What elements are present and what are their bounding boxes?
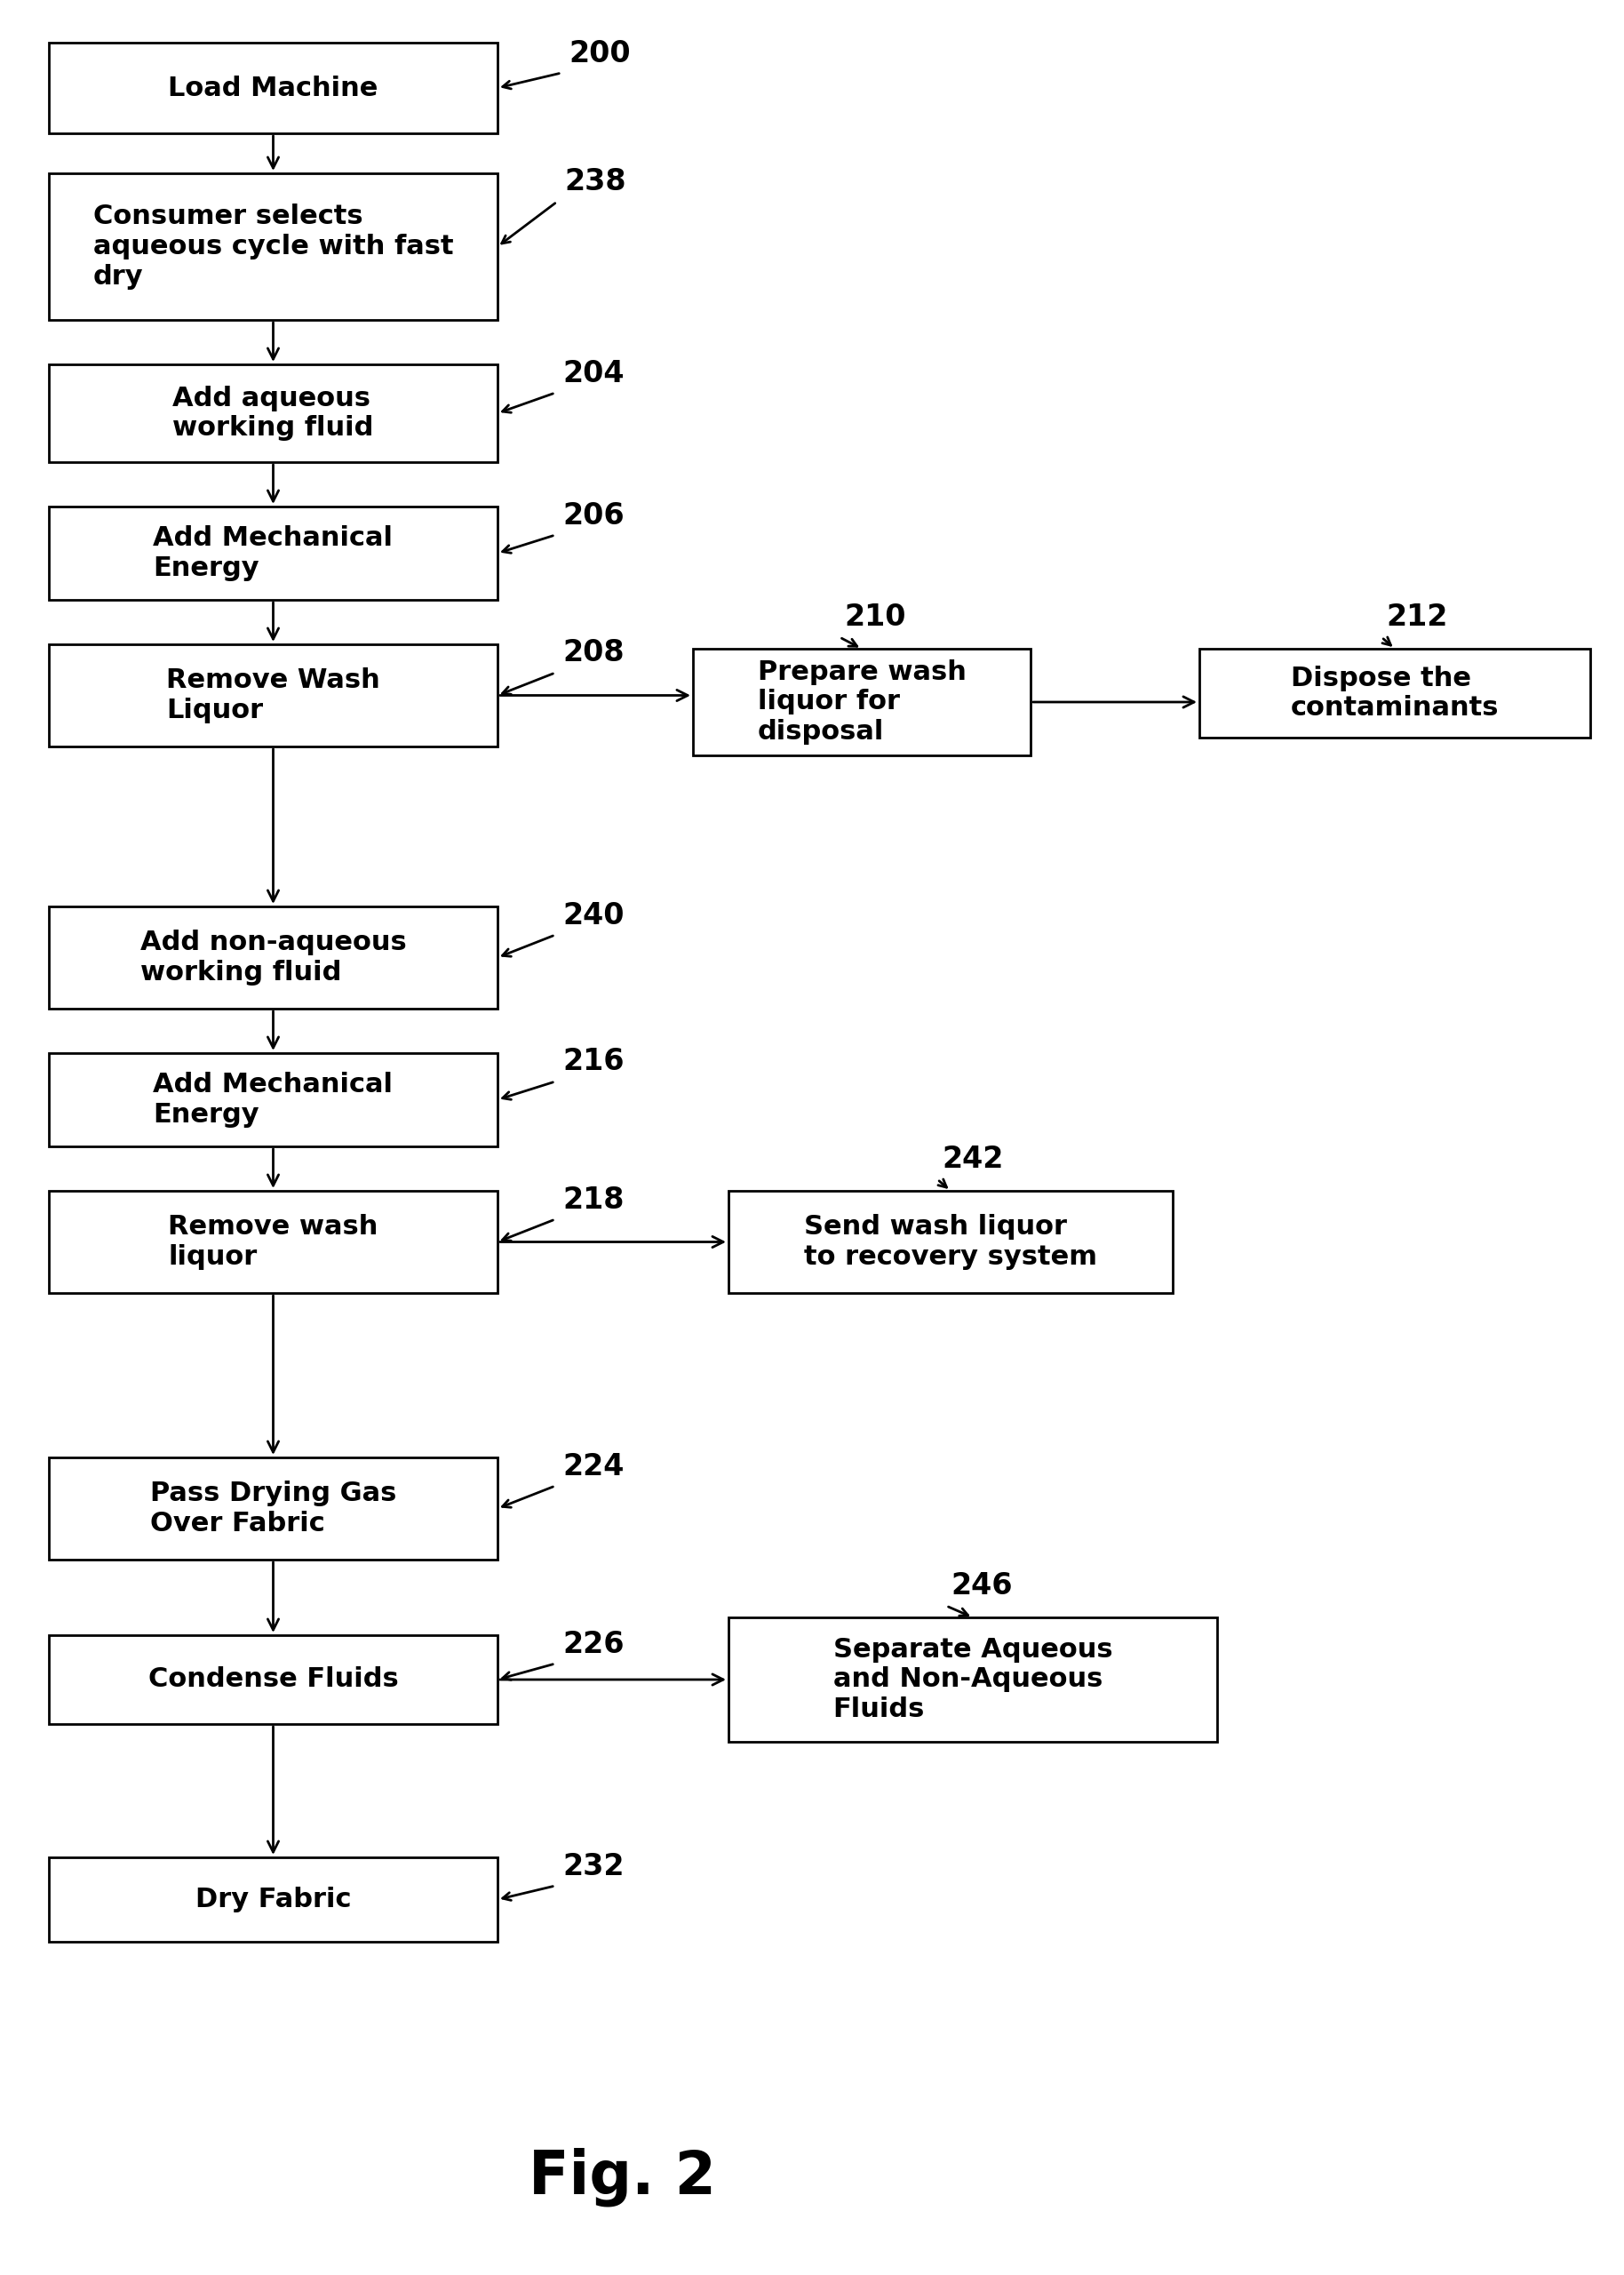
Bar <box>729 1190 1173 1292</box>
Text: 204: 204 <box>562 359 624 389</box>
Text: Pass Drying Gas
Over Fabric: Pass Drying Gas Over Fabric <box>149 1481 396 1536</box>
Text: Add aqueous
working fluid: Add aqueous working fluid <box>172 384 374 441</box>
Bar <box>49 1053 497 1147</box>
Text: 240: 240 <box>562 901 624 930</box>
Text: Add non-aqueous
working fluid: Add non-aqueous working fluid <box>140 930 406 985</box>
Bar <box>49 364 497 462</box>
Text: Separate Aqueous
and Non-Aqueous
Fluids: Separate Aqueous and Non-Aqueous Fluids <box>833 1636 1112 1722</box>
Bar <box>49 43 497 134</box>
Text: Prepare wash
liquor for
disposal: Prepare wash liquor for disposal <box>757 660 966 744</box>
Text: 246: 246 <box>950 1572 1012 1602</box>
Text: 210: 210 <box>844 603 906 632</box>
Text: Fig. 2: Fig. 2 <box>528 2148 716 2207</box>
Bar <box>729 1618 1216 1743</box>
Text: Dry Fabric: Dry Fabric <box>195 1886 351 1913</box>
Bar <box>49 1856 497 1943</box>
Text: 216: 216 <box>562 1047 624 1076</box>
Text: Consumer selects
aqueous cycle with fast
dry: Consumer selects aqueous cycle with fast… <box>93 205 453 289</box>
Text: 200: 200 <box>568 39 630 68</box>
Text: Remove wash
liquor: Remove wash liquor <box>169 1215 378 1269</box>
Text: 224: 224 <box>562 1451 624 1481</box>
Text: Add Mechanical
Energy: Add Mechanical Energy <box>153 1072 393 1128</box>
Bar <box>693 648 1031 755</box>
Bar <box>49 644 497 746</box>
Bar <box>49 1636 497 1724</box>
Text: Load Machine: Load Machine <box>169 75 378 100</box>
Text: Send wash liquor
to recovery system: Send wash liquor to recovery system <box>804 1215 1098 1269</box>
Text: 226: 226 <box>562 1629 624 1658</box>
Bar <box>49 1190 497 1292</box>
Text: Add Mechanical
Energy: Add Mechanical Energy <box>153 526 393 580</box>
Text: 242: 242 <box>942 1144 1004 1174</box>
Text: Condense Fluids: Condense Fluids <box>148 1668 398 1693</box>
Text: 206: 206 <box>562 501 624 530</box>
Text: 212: 212 <box>1385 603 1447 632</box>
Bar <box>49 173 497 321</box>
Text: 218: 218 <box>562 1185 624 1215</box>
Text: 238: 238 <box>564 168 625 198</box>
Bar <box>49 905 497 1008</box>
Bar <box>1200 648 1590 737</box>
Text: Dispose the
contaminants: Dispose the contaminants <box>1291 664 1499 721</box>
Text: 208: 208 <box>562 639 624 669</box>
Text: 232: 232 <box>562 1852 624 1881</box>
Bar <box>49 1458 497 1561</box>
Text: Remove Wash
Liquor: Remove Wash Liquor <box>166 667 380 723</box>
Bar <box>49 507 497 601</box>
